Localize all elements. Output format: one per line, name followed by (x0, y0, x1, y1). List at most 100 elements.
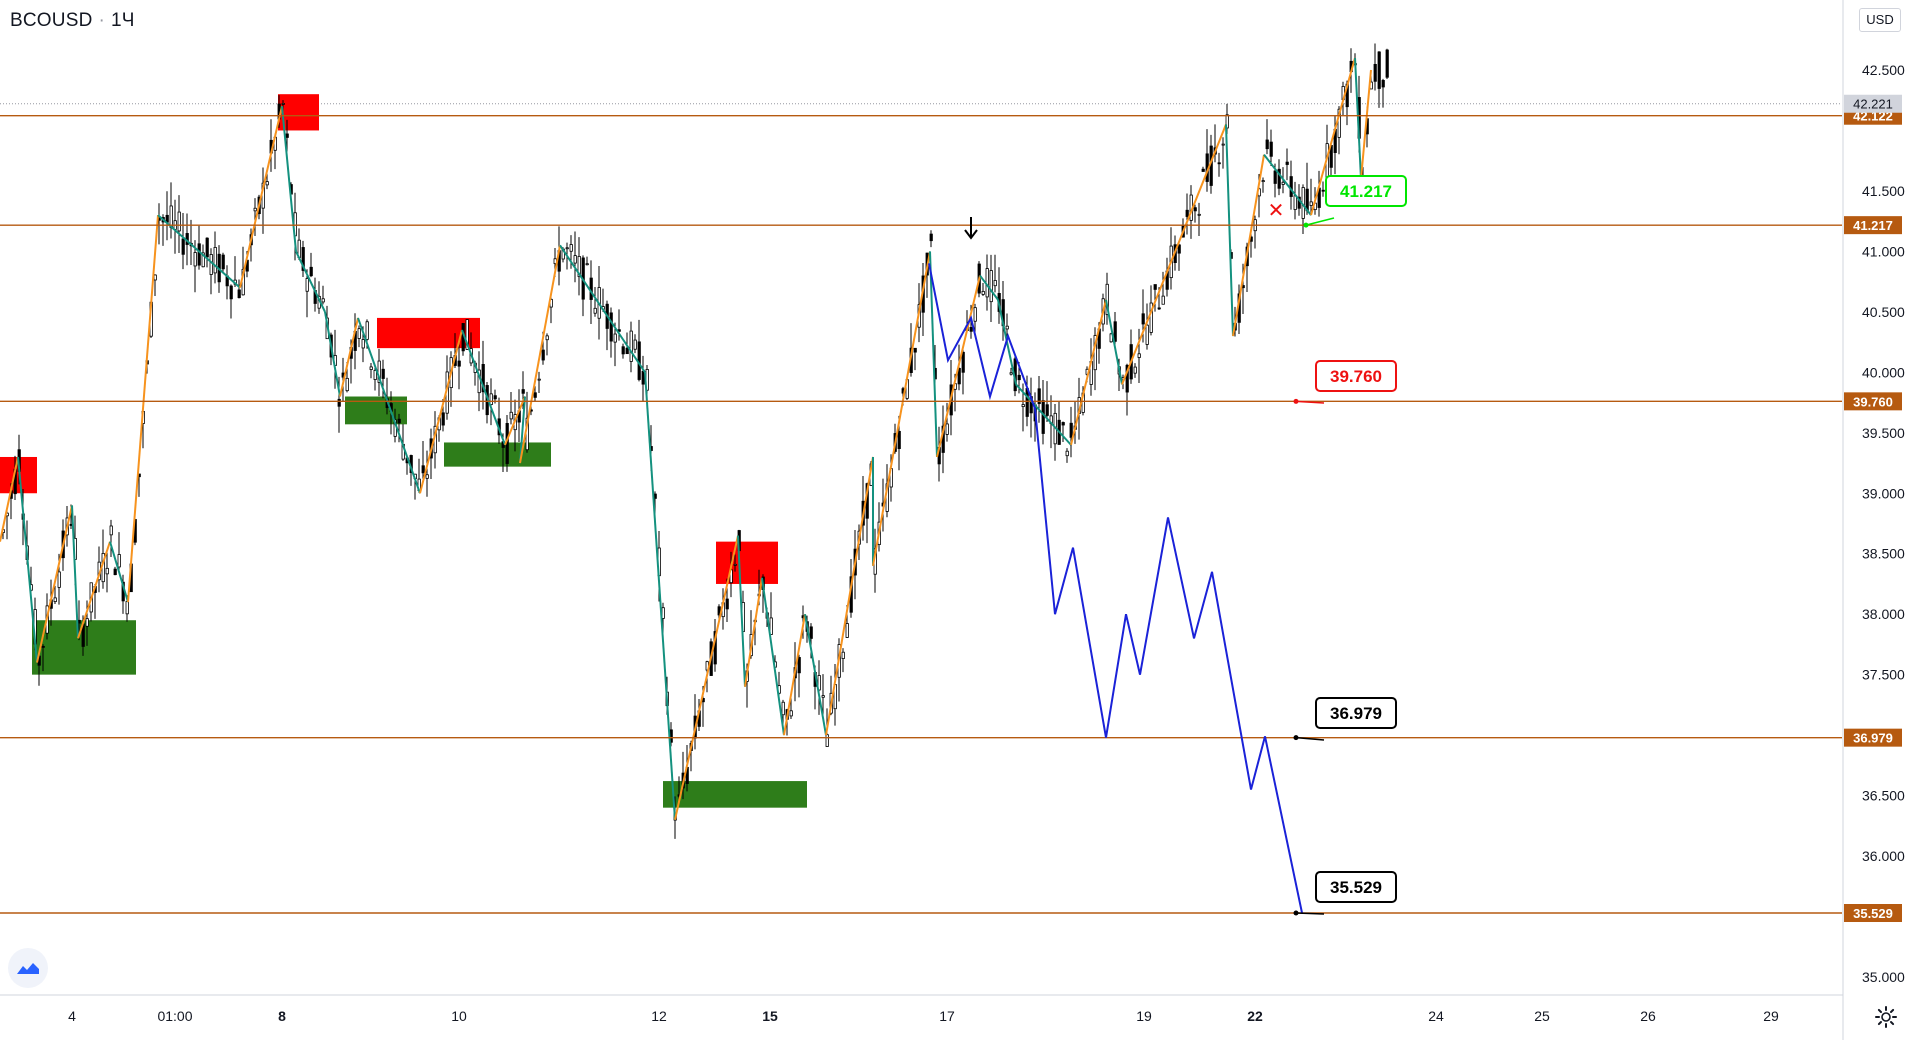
candle-body (125, 601, 129, 615)
currency-button[interactable]: USD (1859, 8, 1901, 32)
candle-body (305, 278, 309, 292)
zigzag-segment (157, 214, 241, 289)
candle-body (345, 377, 349, 392)
zigzag-segment (461, 329, 506, 446)
candle-body (77, 619, 81, 624)
time-tick-label: 26 (1640, 1008, 1656, 1024)
zigzag-segment (281, 106, 297, 252)
zigzag-segment (1015, 383, 1072, 446)
candle-body (1021, 404, 1025, 407)
zigzag-segment (109, 541, 129, 603)
candle-body (625, 347, 629, 355)
time-tick-label: 12 (651, 1008, 667, 1024)
candle-body (1009, 372, 1013, 375)
candle-body (253, 207, 257, 212)
candle-body (1145, 324, 1149, 345)
price-tick-label: 39.000 (1862, 485, 1905, 501)
candle-body (357, 328, 361, 339)
candle-body (725, 598, 729, 610)
level-price-tag-label: 35.529 (1853, 906, 1893, 921)
candle-body (633, 339, 637, 350)
zigzag-segment (239, 106, 283, 288)
callout-box (1315, 360, 1397, 392)
candle-body (1061, 422, 1065, 426)
zigzag-segment (804, 614, 827, 736)
level-price-tag (1844, 216, 1902, 235)
candle-body (1045, 404, 1049, 416)
candle-body (781, 701, 785, 716)
candle-body (1221, 143, 1225, 146)
zigzag-segment (1225, 124, 1234, 337)
candle-body (1225, 114, 1229, 129)
candle-body (361, 339, 365, 349)
price-tick-label: 36.000 (1862, 848, 1905, 864)
candle-body (1041, 400, 1045, 434)
candle-body (57, 571, 61, 588)
level-price-tag-label: 36.979 (1853, 731, 1893, 746)
candle-body (841, 651, 845, 659)
zigzag-segment (324, 311, 341, 397)
settings-gear-icon[interactable] (1874, 1005, 1898, 1029)
candle-body (397, 418, 401, 424)
candle-body (973, 307, 977, 322)
time-tick-label: 25 (1534, 1008, 1550, 1024)
candle-body (797, 657, 801, 674)
time-tick-label: 8 (278, 1008, 286, 1024)
candle-body (1277, 168, 1281, 189)
candle-body (533, 392, 537, 398)
candle-body (1261, 180, 1265, 183)
candle-body (237, 289, 241, 299)
candle-body (845, 623, 849, 638)
candle-body (585, 263, 589, 266)
candle-body (53, 597, 57, 603)
candle-body (1149, 302, 1153, 333)
price-tick-label: 38.000 (1862, 606, 1905, 622)
candle-body (117, 554, 121, 568)
level-price-tag (1844, 728, 1902, 747)
callout-box (1325, 175, 1407, 207)
candle-body (481, 364, 485, 393)
candle-body (989, 270, 993, 303)
candle-body (969, 326, 973, 332)
candle-body (1005, 325, 1009, 330)
candle-body (365, 321, 369, 340)
price-tick-label: 41.000 (1862, 243, 1905, 259)
candle-body (1289, 176, 1293, 197)
candle-body (1193, 207, 1197, 212)
level-price-tag (1844, 904, 1902, 923)
zigzag-segment (1263, 154, 1312, 216)
candle-body (621, 346, 625, 355)
callout-box (1315, 697, 1397, 729)
candle-body (181, 238, 185, 255)
candle-body (537, 378, 541, 381)
tradingview-logo-icon[interactable] (8, 948, 48, 988)
candle-body (1105, 283, 1109, 315)
callout-label: 35.529 (1330, 878, 1382, 897)
candle-body (809, 626, 813, 639)
zigzag-segment (825, 456, 874, 736)
candle-body (85, 618, 89, 627)
candle-body (193, 252, 197, 267)
time-tick-label: 22 (1247, 1008, 1263, 1024)
candle-body (1201, 168, 1205, 172)
candle-body (981, 290, 985, 295)
candle-body (113, 568, 117, 576)
time-tick-label: 17 (939, 1008, 955, 1024)
zigzag-segment (737, 535, 746, 687)
level-price-tag (1844, 392, 1902, 411)
callout-anchor (1293, 910, 1299, 916)
level-price-tag-label: 41.217 (1853, 218, 1893, 233)
tv-cloud-icon (17, 963, 39, 974)
zigzag-segment (339, 317, 359, 397)
callout-label: 36.979 (1330, 704, 1382, 723)
zigzag-segment (1105, 299, 1123, 385)
candle-body (1269, 141, 1273, 157)
candle-body (993, 280, 997, 287)
candle-body (541, 349, 545, 361)
candle-body (545, 335, 549, 341)
down-arrow-head (964, 229, 978, 240)
candle-body (301, 247, 305, 271)
